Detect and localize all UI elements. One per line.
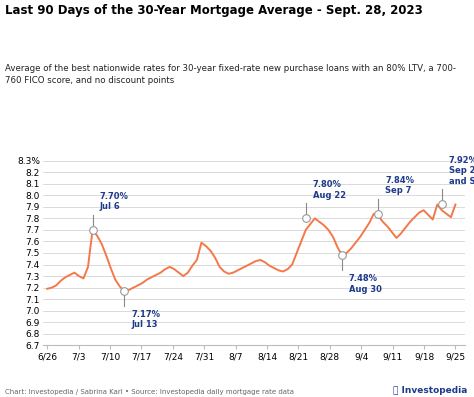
Text: Last 90 Days of the 30-Year Mortgage Average - Sept. 28, 2023: Last 90 Days of the 30-Year Mortgage Ave… [5, 4, 422, 17]
Text: Chart: Investopedia / Sabrina Karl • Source: Investopedia daily mortgage rate da: Chart: Investopedia / Sabrina Karl • Sou… [5, 389, 294, 395]
Text: 7.80%
Aug 22: 7.80% Aug 22 [312, 180, 346, 200]
Text: 7.48%
Aug 30: 7.48% Aug 30 [349, 274, 382, 293]
Text: 7.84%
Sep 7: 7.84% Sep 7 [385, 175, 414, 195]
Text: 7.17%
Jul 13: 7.17% Jul 13 [131, 310, 160, 330]
Text: 7.70%
Jul 6: 7.70% Jul 6 [100, 192, 128, 212]
Text: ⭘ Investopedia: ⭘ Investopedia [392, 386, 467, 395]
Text: Average of the best nationwide rates for 30-year fixed-rate new purchase loans w: Average of the best nationwide rates for… [5, 64, 456, 85]
Text: 7.92%
Sep 21
and Sep 27: 7.92% Sep 21 and Sep 27 [449, 156, 474, 186]
